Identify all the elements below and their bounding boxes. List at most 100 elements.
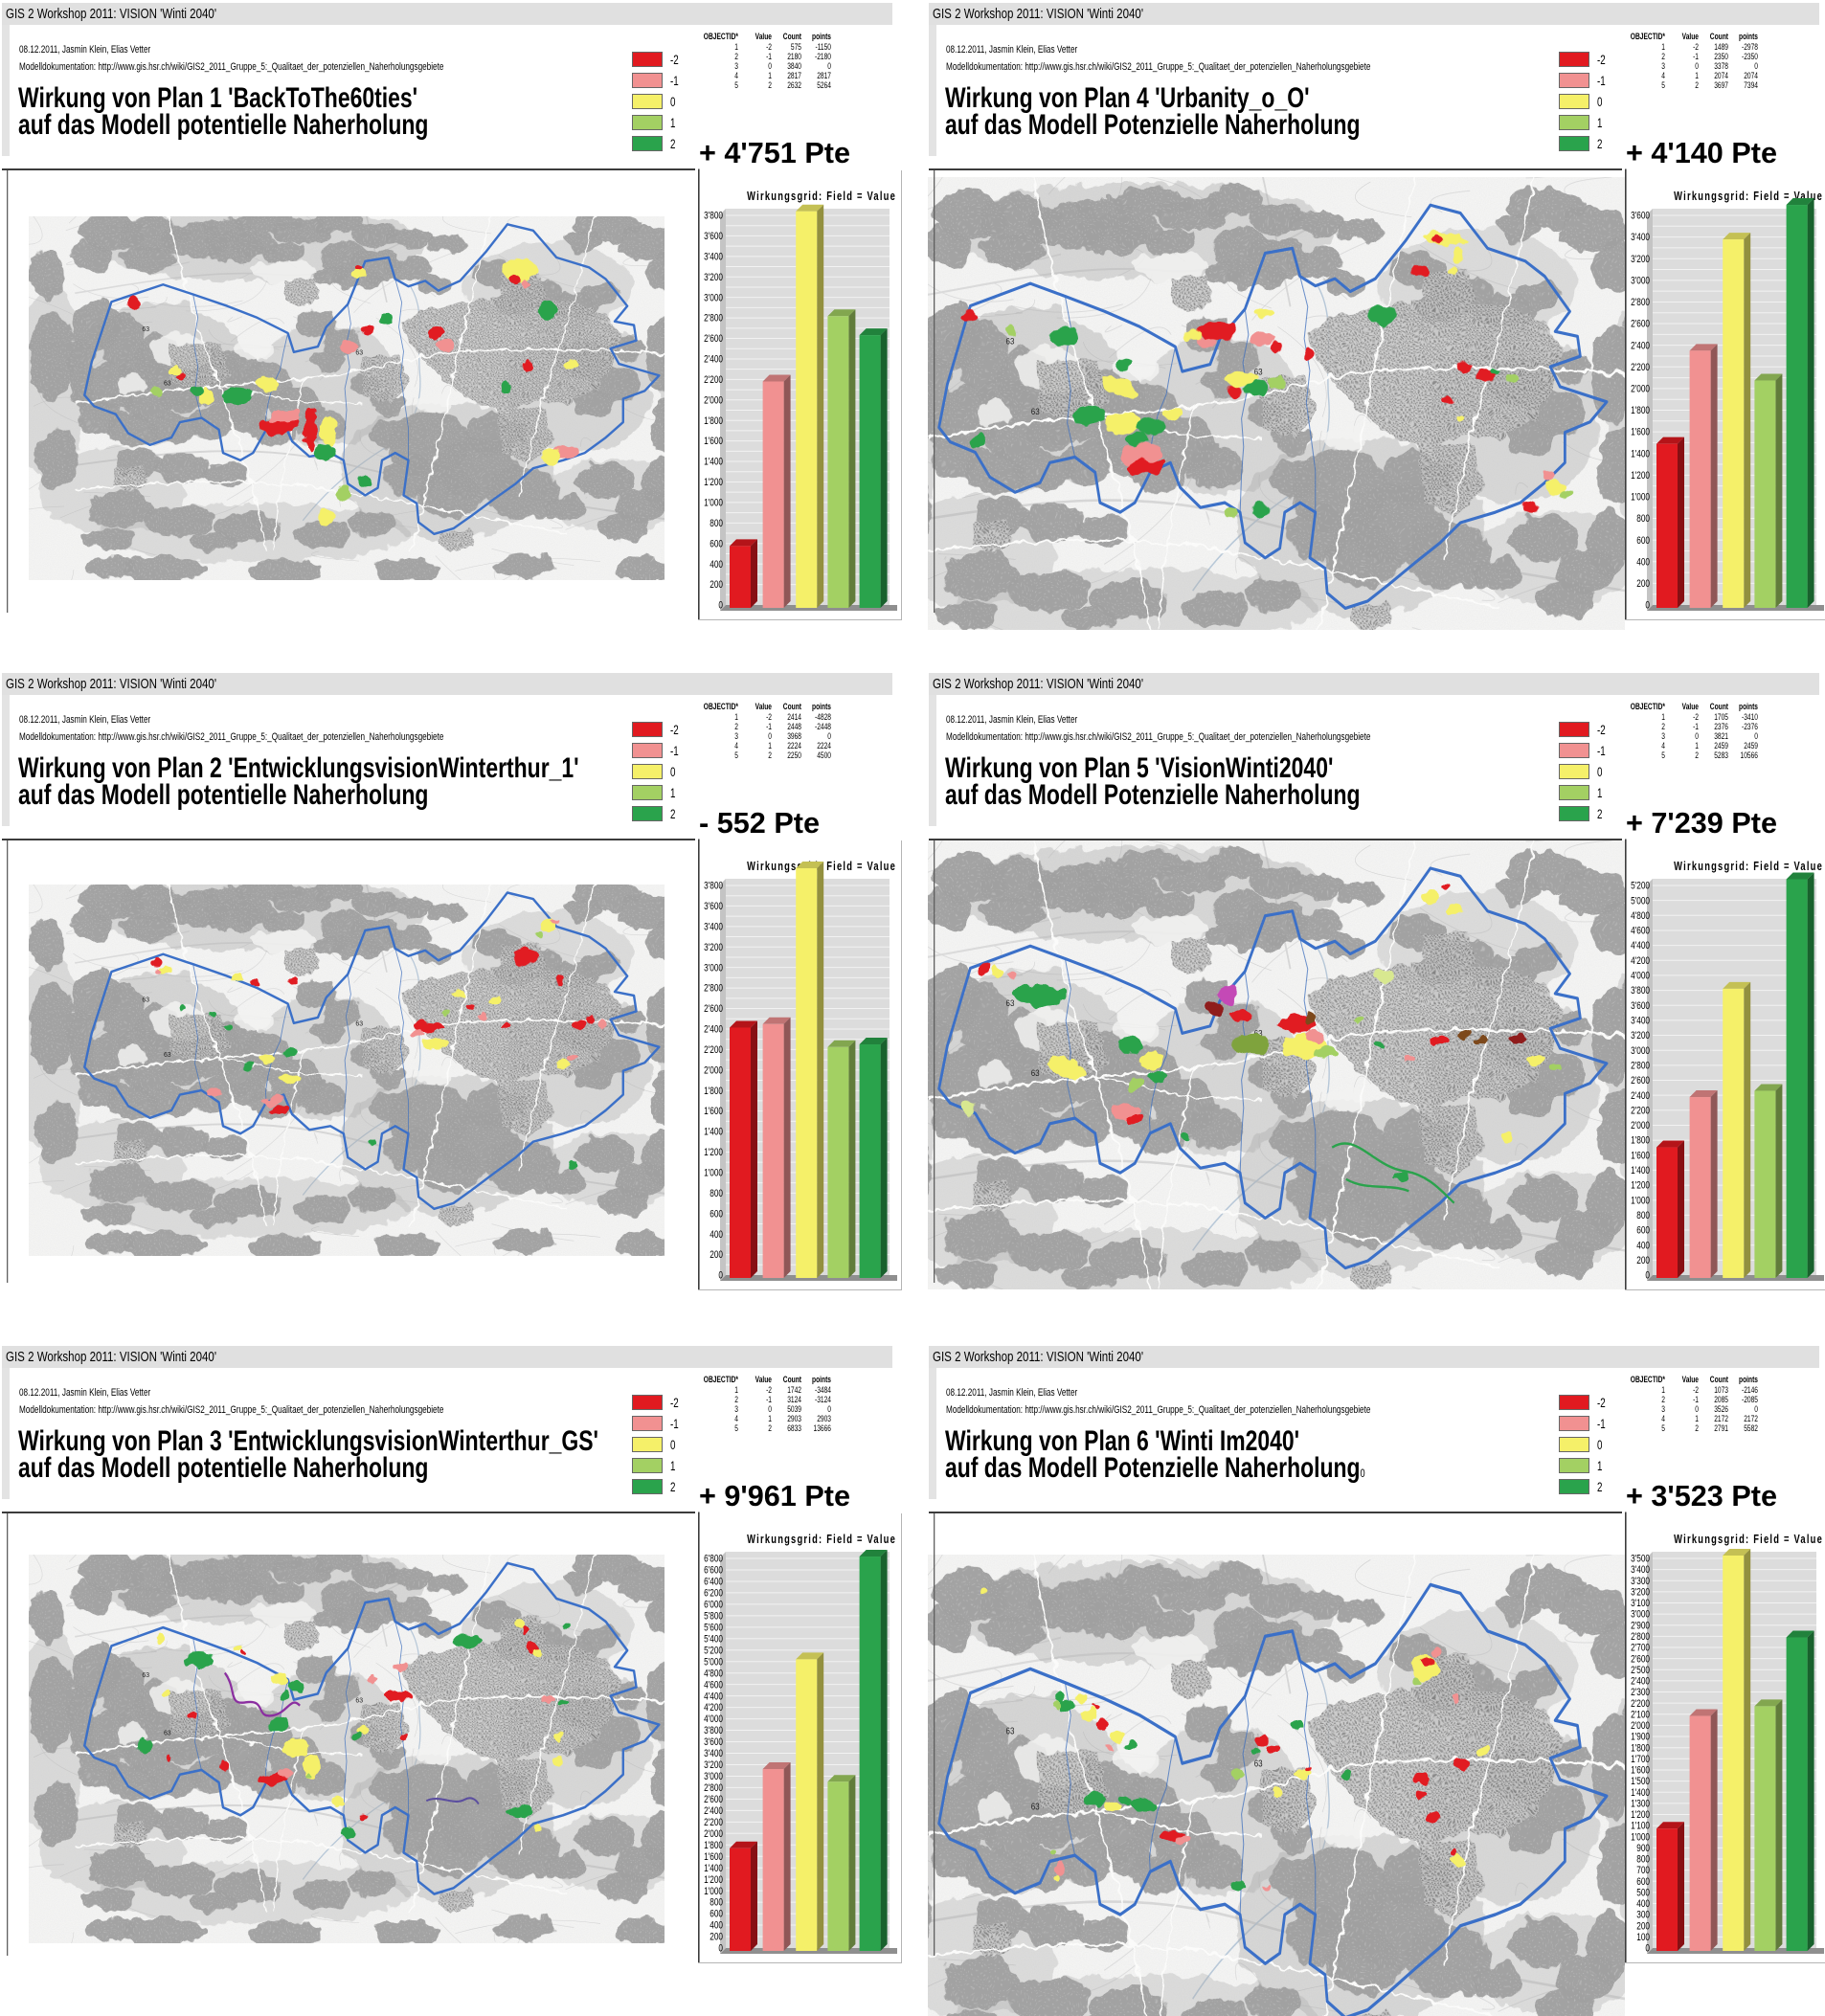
svg-text:1'200: 1'200: [704, 1874, 723, 1886]
svg-text:2'600: 2'600: [1631, 1653, 1650, 1665]
svg-text:1'200: 1'200: [1631, 1180, 1650, 1192]
svg-text:2'200: 2'200: [1631, 1698, 1650, 1710]
svg-text:3'000: 3'000: [704, 292, 723, 303]
svg-text:1'000: 1'000: [1631, 1831, 1650, 1843]
svg-text:0: 0: [718, 1943, 723, 1955]
svg-text:500: 500: [1636, 1887, 1650, 1898]
svg-text:1'900: 1'900: [1631, 1732, 1650, 1743]
svg-text:800: 800: [710, 1897, 723, 1909]
svg-text:5'600: 5'600: [704, 1622, 723, 1633]
svg-text:1'000: 1'000: [704, 497, 723, 508]
svg-text:2'400: 2'400: [704, 1805, 723, 1817]
svg-text:2'800: 2'800: [704, 313, 723, 325]
svg-text:2'200: 2'200: [704, 1817, 723, 1828]
svg-text:1'600: 1'600: [704, 436, 723, 447]
svg-text:2'600: 2'600: [704, 1794, 723, 1805]
svg-text:0: 0: [718, 600, 723, 612]
svg-text:Wirkungsgrid: Field = Value: Wirkungsgrid: Field = Value: [1674, 861, 1823, 874]
svg-text:1'200: 1'200: [704, 477, 723, 488]
svg-text:3'600: 3'600: [704, 231, 723, 242]
svg-text:0: 0: [1645, 600, 1650, 612]
svg-text:1'400: 1'400: [1631, 448, 1650, 459]
svg-text:4'800: 4'800: [704, 1668, 723, 1679]
svg-text:1'000: 1'000: [1631, 491, 1650, 503]
svg-text:6'000: 6'000: [704, 1599, 723, 1610]
svg-text:1'000: 1'000: [704, 1886, 723, 1897]
svg-text:3'100: 3'100: [1631, 1598, 1650, 1609]
svg-text:600: 600: [1636, 1876, 1650, 1888]
svg-text:800: 800: [1636, 1854, 1650, 1866]
svg-text:4'400: 4'400: [704, 1691, 723, 1702]
svg-text:1'800: 1'800: [704, 1086, 723, 1097]
svg-text:2'200: 2'200: [1631, 362, 1650, 373]
svg-text:2'200: 2'200: [704, 374, 723, 386]
svg-text:1'400: 1'400: [1631, 1787, 1650, 1799]
svg-text:600: 600: [1636, 535, 1650, 547]
svg-text:1'200: 1'200: [1631, 470, 1650, 482]
svg-text:1'400: 1'400: [704, 1863, 723, 1874]
svg-text:200: 200: [710, 1932, 723, 1943]
svg-text:1'300: 1'300: [1631, 1798, 1650, 1809]
svg-text:1'500: 1'500: [1631, 1776, 1650, 1787]
svg-text:3'000: 3'000: [704, 1771, 723, 1782]
svg-text:1'800: 1'800: [1631, 1135, 1650, 1147]
svg-text:5'200: 5'200: [1631, 881, 1650, 892]
svg-text:800: 800: [1636, 513, 1650, 525]
svg-text:1'400: 1'400: [704, 1127, 723, 1138]
svg-text:2'200: 2'200: [704, 1044, 723, 1056]
svg-text:2'300: 2'300: [1631, 1687, 1650, 1698]
svg-text:3'200: 3'200: [1631, 254, 1650, 265]
svg-text:3'400: 3'400: [704, 251, 723, 262]
svg-text:3'400: 3'400: [704, 921, 723, 932]
svg-text:1'100: 1'100: [1631, 1821, 1650, 1832]
svg-text:600: 600: [710, 538, 723, 549]
svg-text:3'400: 3'400: [1631, 1564, 1650, 1576]
svg-text:2'400: 2'400: [704, 353, 723, 365]
svg-text:4'400: 4'400: [1631, 940, 1650, 952]
svg-text:100: 100: [1636, 1932, 1650, 1943]
svg-text:1'400: 1'400: [704, 457, 723, 468]
svg-text:5'000: 5'000: [704, 1656, 723, 1668]
svg-text:2'800: 2'800: [1631, 1631, 1650, 1643]
svg-text:600: 600: [710, 1909, 723, 1920]
svg-text:5'400: 5'400: [704, 1633, 723, 1645]
svg-text:6'800: 6'800: [704, 1554, 723, 1565]
svg-text:1'600: 1'600: [1631, 427, 1650, 438]
svg-text:1'700: 1'700: [1631, 1754, 1650, 1765]
svg-text:3'800: 3'800: [704, 1725, 723, 1736]
svg-text:3'000: 3'000: [1631, 1045, 1650, 1057]
svg-text:200: 200: [1636, 1255, 1650, 1266]
svg-text:0: 0: [1645, 1943, 1650, 1955]
svg-text:4'600: 4'600: [704, 1679, 723, 1691]
svg-text:600: 600: [1636, 1225, 1650, 1237]
svg-text:400: 400: [1636, 1240, 1650, 1251]
svg-text:2'000: 2'000: [1631, 1720, 1650, 1732]
svg-text:2'500: 2'500: [1631, 1665, 1650, 1676]
svg-text:300: 300: [1636, 1910, 1650, 1921]
svg-text:2'600: 2'600: [704, 1003, 723, 1015]
svg-text:200: 200: [1636, 578, 1650, 590]
svg-text:5'000: 5'000: [1631, 895, 1650, 907]
svg-text:2'700: 2'700: [1631, 1643, 1650, 1654]
svg-text:2'000: 2'000: [1631, 1120, 1650, 1131]
svg-text:3'600: 3'600: [1631, 211, 1650, 222]
svg-text:3'300: 3'300: [1631, 1576, 1650, 1587]
svg-text:Wirkungsgrid: Field = Value: Wirkungsgrid: Field = Value: [1674, 1534, 1823, 1547]
svg-text:2'800: 2'800: [1631, 297, 1650, 308]
svg-text:6'600: 6'600: [704, 1565, 723, 1577]
svg-text:2'900: 2'900: [1631, 1620, 1650, 1631]
svg-text:6'400: 6'400: [704, 1576, 723, 1587]
svg-text:4'200: 4'200: [1631, 955, 1650, 967]
svg-text:1'000: 1'000: [1631, 1195, 1650, 1206]
svg-text:1'600: 1'600: [704, 1106, 723, 1117]
svg-text:Wirkungsgrid: Field = Value: Wirkungsgrid: Field = Value: [747, 1534, 896, 1547]
svg-text:3'200: 3'200: [704, 272, 723, 283]
svg-text:1'800: 1'800: [704, 1840, 723, 1851]
svg-text:400: 400: [1636, 1898, 1650, 1910]
svg-text:3'200: 3'200: [1631, 1030, 1650, 1042]
svg-text:700: 700: [1636, 1865, 1650, 1876]
svg-text:200: 200: [710, 1249, 723, 1261]
svg-text:400: 400: [1636, 556, 1650, 568]
svg-text:2'600: 2'600: [704, 333, 723, 345]
svg-text:0: 0: [718, 1270, 723, 1282]
